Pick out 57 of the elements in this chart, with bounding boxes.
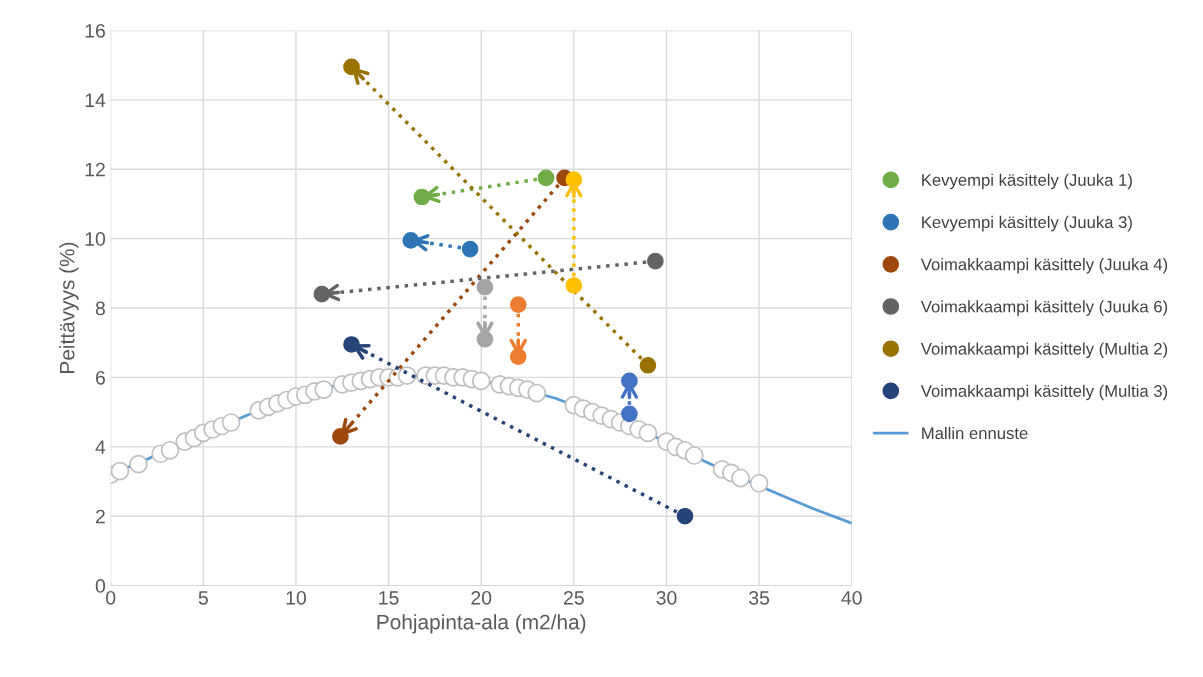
y-tick-label: 8 (95, 301, 105, 316)
point (476, 330, 494, 348)
y-tick-label: 12 (85, 162, 105, 177)
x-tick-label: 5 (198, 591, 208, 605)
x-tick-label: 40 (841, 590, 862, 605)
x-axis-title: Pohjapinta-ala (m2/ha) (377, 614, 586, 634)
point (129, 454, 148, 474)
legend-label: Voimakkaampi käsittely (Multia 3) (920, 384, 1168, 401)
point (527, 383, 547, 403)
y-tick-label: 16 (85, 23, 105, 38)
point (343, 336, 360, 353)
point (313, 285, 331, 303)
x-tick-label: 0 (106, 590, 116, 605)
point (471, 371, 491, 391)
x-tick-label: 20 (471, 590, 492, 605)
y-tick-label: 6 (95, 370, 105, 385)
legend-label: Kevyempi käsittely (Juuka 3) (922, 215, 1132, 232)
point (676, 507, 694, 525)
point (476, 278, 494, 296)
y-axis-title: Peittävyys (%) (59, 242, 79, 373)
point (160, 440, 180, 460)
point (110, 461, 130, 481)
y-tick-label: 0 (95, 579, 106, 593)
x-tick-label: 15 (379, 591, 399, 605)
point (509, 348, 527, 365)
y-tick-label: 14 (85, 93, 106, 107)
point (731, 468, 750, 488)
x-tick-label: 25 (564, 590, 584, 605)
point (332, 428, 349, 445)
point (684, 446, 704, 465)
point (565, 277, 583, 294)
legend-label: Kevyempi käsittely (Juuka 1) (922, 173, 1132, 190)
point (565, 171, 583, 188)
point (343, 58, 360, 76)
point (621, 372, 638, 390)
legend-label: Voimakkaampi käsittely (Multia 2) (920, 342, 1168, 359)
point (537, 169, 555, 187)
legend-label: Voimakkaampi käsittely (Juuka 6) (920, 300, 1168, 316)
x-tick-label: 35 (749, 590, 770, 605)
point (639, 356, 657, 374)
point (402, 232, 420, 249)
point (647, 252, 664, 270)
point (221, 413, 241, 432)
x-tick-label: 10 (286, 590, 306, 605)
legend-label: Mallin ennuste (922, 426, 1028, 440)
point (413, 188, 431, 206)
y-tick-label: 10 (85, 232, 106, 246)
y-tick-label: 2 (95, 509, 105, 524)
point (314, 380, 334, 399)
legend-label: Voimakkaampi käsittely (Juuka 4) (920, 258, 1168, 274)
y-tick-label: 4 (95, 440, 106, 454)
x-tick-label: 30 (656, 590, 677, 605)
point (509, 296, 527, 313)
point (749, 473, 769, 493)
point (461, 240, 479, 258)
point (638, 423, 658, 443)
point (621, 405, 638, 423)
